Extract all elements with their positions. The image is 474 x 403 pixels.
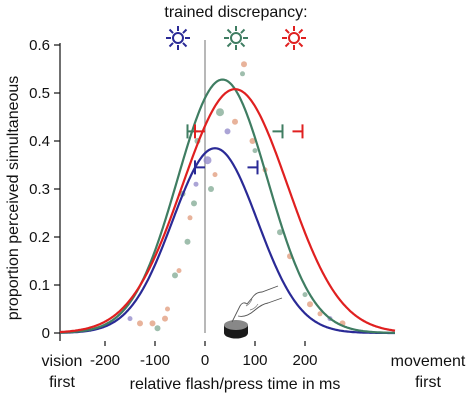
fit-curve-0 <box>59 147 395 335</box>
range-markers <box>186 124 304 175</box>
data-point-16 <box>212 172 218 178</box>
data-point-21 <box>241 61 247 68</box>
data-point-19 <box>232 118 238 125</box>
data-point-9 <box>187 215 193 221</box>
axes: 0 0.1 0.2 0.3 0.4 0.5 0.6 -200 -100 0 100 200 <box>29 37 317 369</box>
data-point-18 <box>224 128 231 135</box>
sun-core-0 <box>172 32 184 44</box>
data-point-29 <box>317 311 323 317</box>
y-tick-label-1: 0.1 <box>29 277 50 294</box>
data-point-15 <box>208 186 214 192</box>
range-marker-2-0 <box>194 124 205 139</box>
y-tick-label-3: 0.3 <box>29 181 50 198</box>
hand-icon <box>231 285 283 323</box>
sun-core-1 <box>230 32 242 44</box>
discrepancy-marker-0-sun-icon <box>166 26 190 50</box>
sun-ray-2-3 <box>284 42 290 48</box>
y-tick-label-0: 0 <box>42 325 50 342</box>
press-button-top <box>224 320 248 330</box>
data-point-4 <box>162 315 168 322</box>
sun-core-2 <box>288 32 300 44</box>
sun-ray-2-7 <box>298 28 304 34</box>
button-press-illustration <box>224 285 283 339</box>
data-point-1 <box>127 316 133 322</box>
x-tick-label-2: 0 <box>201 352 209 369</box>
x-right-label-line1: movement <box>391 353 466 370</box>
data-points <box>127 61 346 332</box>
y-tick-label-4: 0.4 <box>29 133 50 150</box>
discrepancy-markers <box>166 26 306 50</box>
x-tick-label-0: -200 <box>90 352 120 369</box>
sun-ray-1-7 <box>240 28 246 34</box>
chart-title: trained discrepancy: <box>164 4 307 21</box>
range-marker-0-0 <box>194 160 205 175</box>
discrepancy-marker-1-sun-icon <box>224 26 248 50</box>
x-tick-label-1: -100 <box>140 352 170 369</box>
sun-ray-1-1 <box>240 42 246 48</box>
fit-curve-2 <box>59 88 396 334</box>
data-point-3 <box>154 325 161 332</box>
chart-text: trained discrepancy: relative flash/pres… <box>5 4 466 393</box>
sun-ray-0-5 <box>168 28 174 34</box>
range-marker-0-1 <box>247 160 259 175</box>
y-axis-title: proportion perceived simultaneous <box>5 76 22 321</box>
data-point-8 <box>184 238 191 245</box>
y-tick-label-6: 0.6 <box>29 37 50 54</box>
sun-ray-1-3 <box>226 42 232 48</box>
data-point-0 <box>137 320 143 327</box>
x-tick-label-3: 100 <box>242 352 267 369</box>
sun-ray-2-1 <box>298 42 304 48</box>
data-point-20 <box>240 71 245 77</box>
x-tick-label-4: 200 <box>292 352 317 369</box>
data-point-12 <box>193 181 199 187</box>
data-point-11 <box>191 200 197 207</box>
sun-ray-0-1 <box>182 42 188 48</box>
data-point-28 <box>307 301 313 308</box>
x-right-label-line2: first <box>415 374 441 391</box>
data-point-7 <box>176 268 182 274</box>
data-point-23 <box>252 148 258 154</box>
data-point-27 <box>302 292 308 298</box>
sun-ray-0-7 <box>182 28 188 34</box>
sun-ray-1-5 <box>226 28 232 34</box>
discrepancy-marker-2-sun-icon <box>282 26 306 50</box>
sun-ray-0-3 <box>168 42 174 48</box>
data-point-6 <box>172 272 178 279</box>
sun-ray-2-5 <box>284 28 290 34</box>
range-marker-1-1 <box>272 124 284 139</box>
data-point-2 <box>149 320 156 327</box>
x-axis-title: relative flash/press time in ms <box>130 376 341 393</box>
finger-lines <box>245 298 259 311</box>
range-marker-2-1 <box>292 124 304 139</box>
data-point-22 <box>249 138 256 144</box>
data-point-25 <box>277 229 283 236</box>
data-point-14 <box>203 156 212 165</box>
fit-curve-1 <box>60 78 395 334</box>
x-left-label-line1: vision <box>42 353 83 370</box>
data-point-17 <box>216 108 224 117</box>
y-tick-label-5: 0.5 <box>29 85 50 102</box>
data-point-5 <box>165 306 170 312</box>
fitted-curves <box>59 78 396 335</box>
y-tick-label-2: 0.2 <box>29 229 50 246</box>
x-left-label-line2: first <box>49 374 75 391</box>
